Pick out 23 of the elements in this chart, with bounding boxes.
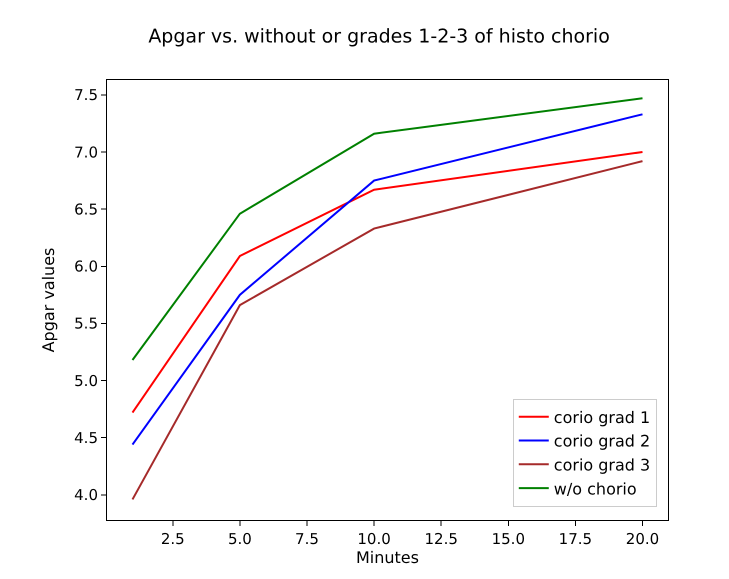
y-axis-title: Apgar values (39, 248, 58, 352)
x-tick-label: 10.0 (357, 530, 391, 548)
y-tick-label: 4.5 (74, 428, 98, 447)
y-tick-label: 7.5 (74, 86, 98, 104)
legend-label: w/o chorio (554, 479, 637, 498)
x-tick-label: 15.0 (492, 530, 525, 548)
y-tick-label: 4.0 (74, 486, 98, 504)
x-tick-label: 17.5 (558, 530, 592, 548)
x-tick-label: 2.5 (160, 530, 185, 548)
y-tick-label: 6.5 (74, 200, 98, 218)
y-tick-label: 5.0 (74, 372, 98, 390)
y-tick-label: 6.0 (74, 258, 98, 276)
y-tick-label: 7.0 (74, 143, 98, 162)
x-tick-label: 7.5 (295, 530, 319, 548)
x-tick-label: 5.0 (228, 530, 252, 548)
x-axis-title: Minutes (356, 548, 419, 567)
x-tick-label: 12.5 (424, 530, 458, 548)
legend-label: corio grad 3 (554, 456, 650, 475)
y-tick-label: 5.5 (74, 314, 98, 333)
x-tick-label: 20.0 (626, 530, 660, 548)
legend-label: corio grad 1 (554, 408, 650, 427)
chart-title: Apgar vs. without or grades 1-2-3 of histo chorio (148, 25, 610, 48)
line-series (132, 97, 644, 361)
